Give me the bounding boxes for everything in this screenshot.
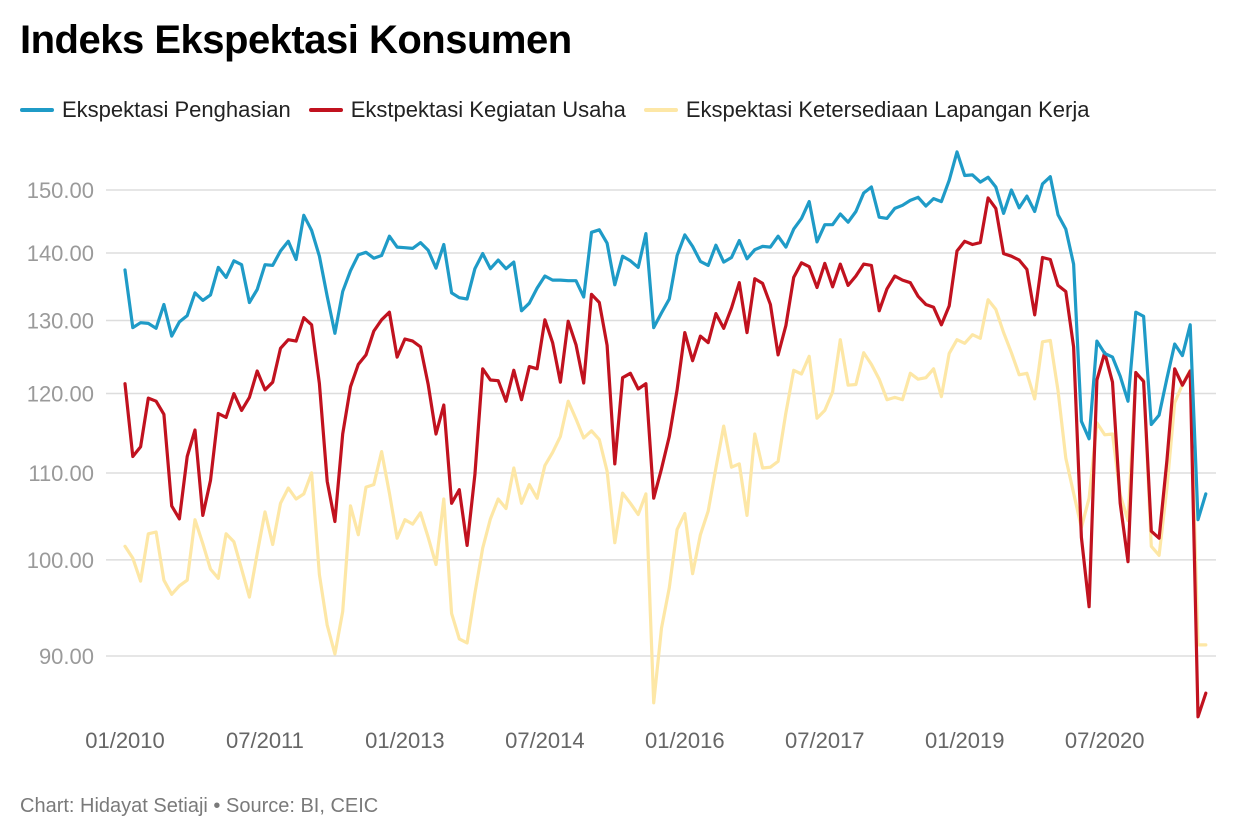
x-tick-label: 07/2011 (226, 728, 304, 753)
series-lines (123, 150, 1208, 719)
x-tick-label: 07/2020 (1065, 728, 1145, 753)
y-tick-label: 120.00 (27, 382, 94, 407)
legend-label-kegiatan-usaha: Ekstpektasi Kegiatan Usaha (350, 97, 626, 122)
legend: Ekspektasi Penghasian Ekstpektasi Kegiat… (20, 97, 1089, 123)
x-tick-label: 01/2016 (645, 728, 725, 753)
x-tick-label: 07/2014 (505, 728, 585, 753)
y-tick-label: 90.00 (39, 644, 94, 669)
x-tick-label: 01/2019 (925, 728, 1005, 753)
y-tick-label: 110.00 (28, 461, 94, 486)
y-tick-label: 140.00 (27, 241, 94, 266)
y-tick-label: 100.00 (27, 548, 94, 573)
line-chart: 90.00 100.00 110.00 120.00 130.00 140.00 150.0… (27, 150, 1216, 753)
legend-item-lapangan-kerja: Ekspektasi Ketersediaan Lapangan Kerja (643, 97, 1090, 123)
line-kegiatan-usaha (123, 196, 1208, 719)
legend-item-penghasian: Ekspektasi Penghasian (20, 97, 291, 123)
x-tick-label: 01/2010 (85, 728, 165, 753)
chart-title: Indeks Ekspektasi Konsumen (20, 18, 572, 62)
x-tick-label: 07/2017 (785, 728, 865, 753)
y-axis-tick-labels: 90.00 100.00 110.00 120.00 130.00 140.00 150.0… (27, 178, 94, 669)
chart-source-credit: Chart: Hidayat Setiaji • Source: BI, CEI… (20, 795, 379, 817)
y-tick-label: 150.00 (27, 178, 94, 203)
legend-label-penghasian: Ekspektasi Penghasian (62, 97, 291, 122)
x-tick-label: 01/2013 (365, 728, 445, 753)
legend-label-lapangan-kerja: Ekspektasi Ketersediaan Lapangan Kerja (685, 97, 1090, 122)
legend-swatch-penghasian (20, 108, 54, 112)
x-axis-tick-labels: 01/2010 07/2011 01/2013 07/2014 01/2016 07/20… (85, 728, 1144, 753)
line-lapangan-kerja (123, 298, 1208, 705)
legend-swatch-kegiatan-usaha (308, 108, 343, 112)
line-penghasian (123, 150, 1208, 522)
y-tick-label: 130.00 (27, 309, 94, 334)
legend-swatch-lapangan-kerja (643, 108, 678, 112)
legend-item-kegiatan-usaha: Ekstpektasi Kegiatan Usaha (308, 97, 626, 123)
